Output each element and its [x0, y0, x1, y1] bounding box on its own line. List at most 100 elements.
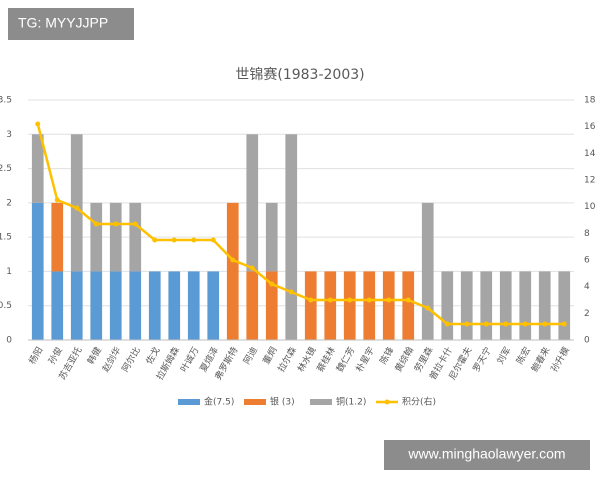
bar-segment: [90, 271, 103, 340]
bar-segment: [460, 271, 473, 340]
chart-title: 世锦赛(1983-2003): [235, 66, 364, 83]
legend-swatch: [384, 399, 390, 405]
watermark-box: [384, 440, 590, 470]
bar-segment: [207, 271, 220, 340]
legend-swatch: [178, 399, 200, 405]
y-tick-label: 3.5: [0, 96, 12, 106]
x-tick-label: 刘军: [494, 345, 513, 367]
legend-label: 积分(右): [402, 396, 436, 408]
line-point: [210, 237, 216, 243]
line-point: [483, 321, 489, 327]
bar-segment: [421, 202, 434, 340]
line-point: [35, 121, 41, 127]
bar-segment: [304, 271, 317, 340]
bar-segment: [499, 271, 512, 340]
bar-segment: [109, 202, 122, 272]
bar-segment: [70, 134, 83, 272]
line-point: [366, 297, 372, 303]
bar-segment: [90, 202, 103, 272]
line-point: [152, 237, 158, 243]
bar-segment: [109, 271, 122, 340]
line-point: [405, 297, 411, 303]
line-point: [249, 265, 255, 271]
bar-segment: [382, 271, 395, 340]
watermark-box: [8, 8, 134, 40]
bar-segment: [265, 271, 278, 340]
y2-tick-label: 4: [584, 282, 590, 292]
y2-tick-label: 8: [584, 229, 590, 239]
bar-segment: [31, 202, 44, 340]
y-tick-label: 1: [6, 267, 12, 277]
line-point: [542, 321, 548, 327]
y2-tick-label: 14: [584, 149, 596, 159]
y-tick-label: 1.5: [0, 233, 12, 243]
bar-segment: [246, 271, 259, 340]
line-point: [561, 321, 567, 327]
bar-segment: [246, 134, 259, 272]
line-point: [93, 221, 99, 227]
bar-segment: [519, 271, 532, 340]
line-point: [347, 297, 353, 303]
y-tick-label: 2.5: [0, 164, 12, 174]
bar-segment: [402, 271, 415, 340]
bar-segment: [51, 202, 64, 272]
bar-segment: [129, 202, 142, 272]
x-tick-label: 阿迪: [241, 345, 260, 367]
y-tick-label: 3: [6, 130, 12, 140]
x-tick-label: 董炯: [260, 345, 279, 367]
line-point: [269, 281, 275, 287]
y-tick-label: 0: [6, 336, 12, 346]
bar-segment: [285, 134, 298, 340]
bar-segment: [148, 271, 161, 340]
y-tick-label: 0.5: [0, 301, 12, 311]
bar-segment: [129, 271, 142, 340]
bar-segment: [226, 202, 239, 340]
x-tick-label: 阿尔比: [119, 345, 143, 374]
watermark: TG: MYYJJPP: [18, 15, 108, 31]
line-point: [171, 237, 177, 243]
bar-segment: [70, 271, 83, 340]
bar-segment: [480, 271, 493, 340]
line-point: [522, 321, 528, 327]
x-tick-label: 罗天宁: [470, 345, 494, 374]
x-tick-label: 韩健: [85, 345, 104, 367]
line-point: [503, 321, 509, 327]
legend-label: 银 (3): [270, 396, 295, 408]
x-tick-label: 朴星宇: [353, 345, 377, 374]
x-tick-label: 佐戈: [143, 345, 162, 367]
bar-segment: [363, 271, 376, 340]
line-point: [386, 297, 392, 303]
x-tick-label: 陈锋: [377, 345, 396, 367]
bar-segment: [558, 271, 571, 340]
y2-tick-label: 18: [584, 96, 596, 106]
bar-segment: [324, 271, 337, 340]
y2-tick-label: 2: [584, 309, 590, 319]
bar-segment: [31, 134, 44, 203]
y2-tick-label: 0: [584, 336, 590, 346]
legend-label: 金(7.5): [204, 396, 234, 408]
legend-swatch: [310, 399, 332, 405]
line-point: [308, 297, 314, 303]
bar-segment: [51, 271, 64, 340]
bar-segment: [187, 271, 200, 340]
x-tick-label: 孙升模: [548, 345, 572, 374]
bar-segment: [343, 271, 356, 340]
watermark: www.minghaolawyer.com: [407, 446, 565, 462]
x-tick-label: 孙俊: [46, 345, 65, 367]
line-point: [74, 205, 80, 211]
line-point: [132, 221, 138, 227]
line-point: [288, 289, 294, 295]
bar-segment: [168, 271, 181, 340]
line-point: [113, 221, 119, 227]
line: [36, 123, 565, 326]
line-point: [327, 297, 333, 303]
y2-tick-label: 10: [584, 202, 596, 212]
bar-segment: [265, 202, 278, 272]
legend-label: 铜(1.2): [336, 396, 366, 408]
line-point: [230, 257, 236, 263]
y-tick-label: 2: [6, 198, 12, 208]
y2-tick-label: 12: [584, 176, 595, 186]
line-point: [444, 321, 450, 327]
y2-tick-label: 6: [584, 256, 590, 266]
